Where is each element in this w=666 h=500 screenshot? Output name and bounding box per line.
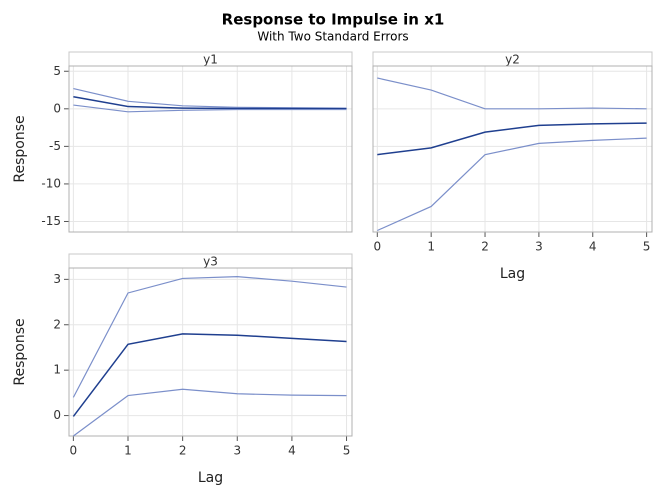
y-tick-label: 5 <box>53 64 61 78</box>
panel-title: y3 <box>203 255 218 269</box>
x-tick-label: 2 <box>481 240 489 254</box>
panel-title: y2 <box>505 53 520 67</box>
x-tick-label: 0 <box>373 240 381 254</box>
series-line <box>73 87 347 109</box>
x-axis-label: Lag <box>500 266 525 282</box>
series-line <box>377 122 647 156</box>
x-tick-label: 3 <box>233 444 241 458</box>
chart-subtitle: With Two Standard Errors <box>257 30 408 44</box>
y-tick-label: 2 <box>53 317 61 331</box>
y-tick-label: -5 <box>49 139 61 153</box>
y-tick-label: 0 <box>53 408 61 422</box>
x-tick-label: 4 <box>589 240 597 254</box>
y-tick-label: -15 <box>41 214 61 228</box>
plot-frame <box>372 65 653 233</box>
y-tick-label: 1 <box>53 363 61 377</box>
x-tick-label: 5 <box>643 240 651 254</box>
series-line <box>72 276 347 398</box>
panel-title: y1 <box>203 53 218 67</box>
y-tick-label: -10 <box>41 176 61 190</box>
plot-frame <box>68 267 353 437</box>
x-tick-label: 5 <box>343 444 351 458</box>
y-tick-label: 3 <box>53 272 61 286</box>
series-line <box>377 137 647 232</box>
series-line <box>73 388 347 437</box>
x-tick-label: 3 <box>535 240 543 254</box>
x-tick-label: 0 <box>70 444 78 458</box>
x-tick-label: 1 <box>427 240 435 254</box>
x-tick-label: 2 <box>179 444 187 458</box>
series-line <box>72 333 347 417</box>
series-line <box>73 104 347 113</box>
series-line <box>73 96 347 110</box>
series-line <box>377 77 647 110</box>
x-tick-label: 4 <box>288 444 296 458</box>
y-tick-label: 0 <box>53 101 61 115</box>
y-axis-label: Response <box>12 318 28 385</box>
chart-title: Response to Impulse in x1 <box>222 11 445 29</box>
y-axis-label: Response <box>12 115 28 182</box>
plot-frame <box>68 65 353 233</box>
x-tick-label: 1 <box>124 444 132 458</box>
x-axis-label: Lag <box>198 470 223 486</box>
